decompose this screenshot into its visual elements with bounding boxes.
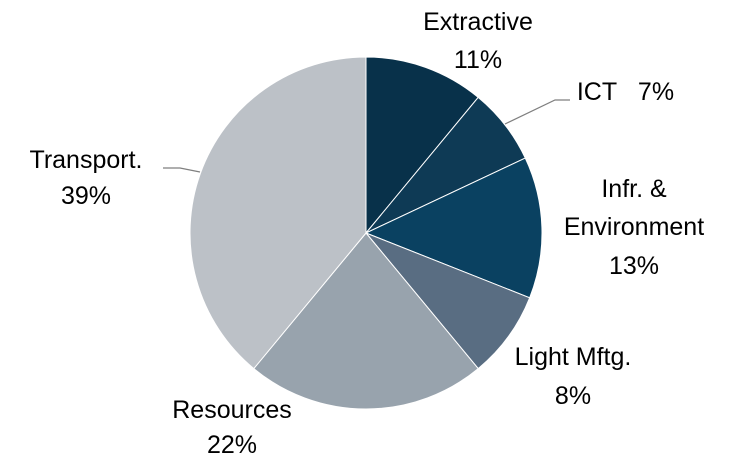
value-label: 13%	[608, 252, 660, 280]
leader-line	[504, 99, 570, 125]
slice-label: Transport.	[29, 146, 143, 174]
slice-label: ICT	[576, 78, 618, 106]
value-label: 7%	[637, 78, 675, 106]
slice-label: Light Mftg.	[514, 343, 632, 371]
value-label: 11%	[453, 46, 503, 74]
value-label: 22%	[206, 431, 258, 459]
value-label: 8%	[554, 382, 592, 410]
pie-slice	[365, 56, 479, 235]
value-label: 39%	[60, 182, 112, 210]
pie-slice	[365, 232, 531, 370]
slice-label: Infr. & Environment	[563, 175, 705, 241]
pie-slice	[364, 157, 543, 299]
leader-line	[163, 167, 201, 173]
pie-slice	[253, 232, 479, 410]
slice-label: Resources	[172, 396, 292, 424]
slice-label: Extractive	[423, 8, 533, 36]
pie-slice	[189, 56, 367, 370]
